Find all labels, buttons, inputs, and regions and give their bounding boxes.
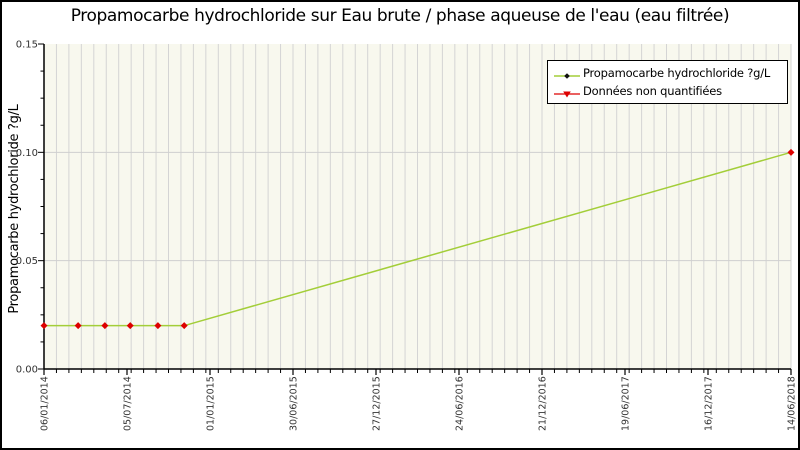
svg-text:0.05: 0.05 bbox=[16, 256, 38, 267]
legend-box: Propamocarbe hydrochloride ?g/L Données … bbox=[547, 60, 788, 104]
svg-text:14/06/2018: 14/06/2018 bbox=[787, 376, 798, 431]
svg-text:24/06/2016: 24/06/2016 bbox=[455, 376, 466, 431]
svg-text:19/06/2017: 19/06/2017 bbox=[621, 376, 632, 431]
svg-text:0.10: 0.10 bbox=[16, 148, 38, 159]
svg-text:06/01/2014: 06/01/2014 bbox=[40, 376, 51, 431]
svg-text:21/12/2016: 21/12/2016 bbox=[538, 376, 549, 431]
svg-text:05/07/2014: 05/07/2014 bbox=[123, 376, 134, 431]
chart-title: Propamocarbe hydrochloride sur Eau brute… bbox=[70, 6, 730, 26]
svg-text:16/12/2017: 16/12/2017 bbox=[704, 376, 715, 431]
non-quantified-marker-icon bbox=[551, 85, 583, 98]
series-line-marker-icon bbox=[551, 67, 583, 79]
svg-text:01/01/2015: 01/01/2015 bbox=[206, 376, 217, 431]
svg-text:27/12/2015: 27/12/2015 bbox=[372, 376, 383, 431]
svg-text:30/06/2015: 30/06/2015 bbox=[289, 376, 300, 431]
legend-label-series: Propamocarbe hydrochloride ?g/L bbox=[583, 66, 771, 80]
legend-item-non-quantified: Données non quantifiées bbox=[551, 82, 783, 100]
legend-label-non-quantified: Données non quantifiées bbox=[583, 84, 722, 98]
svg-text:0.00: 0.00 bbox=[16, 365, 38, 376]
svg-text:0.15: 0.15 bbox=[16, 40, 38, 51]
legend-item-series: Propamocarbe hydrochloride ?g/L bbox=[551, 64, 783, 82]
